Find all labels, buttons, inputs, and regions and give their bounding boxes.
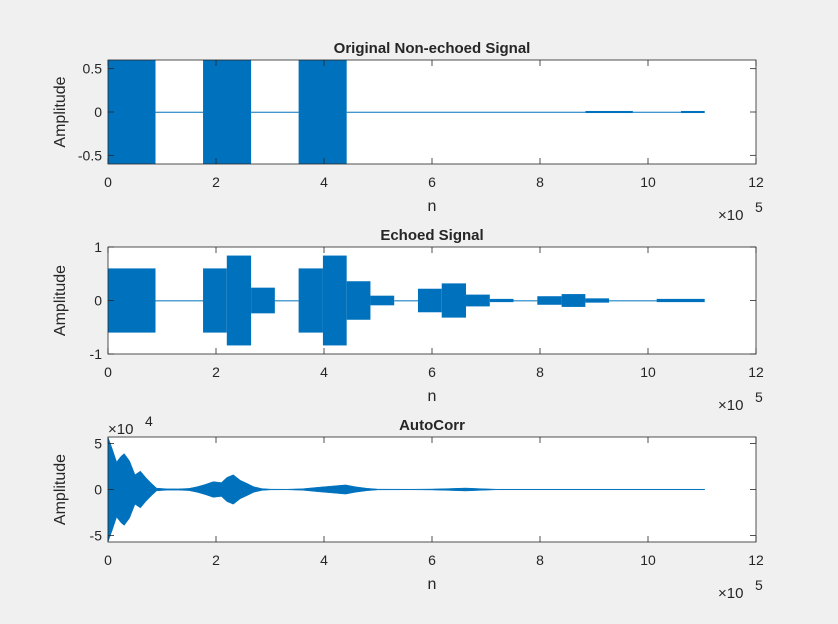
signal-segment-0 — [108, 268, 156, 333]
signal-segment-2 — [203, 60, 252, 164]
signal-segment-3 — [226, 255, 252, 346]
y-tick-label: 1 — [94, 239, 102, 255]
x-tick-label: 12 — [748, 174, 764, 190]
signal-segment-8 — [346, 281, 371, 320]
data-series — [108, 60, 705, 164]
y-tick-label: 0.5 — [83, 61, 103, 77]
x-tick-label: 12 — [748, 552, 764, 568]
x-tick-label: 2 — [212, 552, 220, 568]
signal-segment-9 — [370, 295, 395, 306]
signal-segment-0 — [108, 60, 156, 164]
chart-title: AutoCorr — [399, 417, 465, 434]
signal-segment-11 — [417, 288, 442, 313]
x-axis-label: n — [428, 576, 437, 593]
y-tick-label: 5 — [94, 435, 102, 451]
signal-segment-2 — [203, 268, 227, 333]
y-exponent-value: 4 — [145, 413, 153, 429]
signal-segment-1 — [155, 300, 204, 302]
signal-segment-19 — [609, 300, 657, 302]
data-series — [107, 436, 705, 543]
signal-segment-5 — [274, 300, 299, 302]
y-exponent-label: ×10 — [108, 421, 133, 438]
signal-segment-4 — [298, 60, 347, 164]
signal-segment-17 — [561, 294, 586, 307]
y-tick-label: -5 — [90, 528, 103, 544]
x-tick-label: 0 — [104, 364, 112, 380]
signal-segment-13 — [466, 294, 490, 307]
y-tick-label: 0 — [94, 104, 102, 120]
x-tick-label: 2 — [212, 174, 220, 190]
x-tick-label: 6 — [428, 364, 436, 380]
x-tick-label: 2 — [212, 364, 220, 380]
signal-segment-4 — [251, 287, 275, 314]
autocorr-envelope — [107, 436, 705, 543]
x-axis-label: n — [428, 198, 437, 215]
x-tick-label: 12 — [748, 364, 764, 380]
signal-segment-6 — [585, 110, 633, 114]
x-exponent-value: 5 — [755, 577, 763, 593]
chart-title: Echoed Signal — [380, 227, 483, 244]
signal-segment-8 — [680, 110, 705, 114]
signal-segment-14 — [489, 298, 514, 303]
x-tick-label: 0 — [104, 174, 112, 190]
signal-segment-5 — [346, 111, 586, 113]
signal-segment-18 — [585, 298, 610, 303]
x-tick-label: 4 — [320, 552, 328, 568]
x-exponent-label: ×10 — [718, 207, 743, 224]
signal-segment-1 — [155, 111, 204, 113]
signal-segment-12 — [441, 283, 467, 318]
y-axis-label: Amplitude — [52, 265, 69, 336]
x-tick-label: 10 — [640, 552, 656, 568]
x-tick-label: 4 — [320, 174, 328, 190]
signal-segment-6 — [298, 268, 323, 333]
y-axis-label: Amplitude — [52, 76, 69, 147]
x-tick-label: 6 — [428, 552, 436, 568]
y-tick-label: -0.5 — [78, 147, 102, 163]
data-series — [108, 255, 705, 346]
x-exponent-label: ×10 — [718, 397, 743, 414]
y-tick-label: -1 — [90, 346, 103, 362]
x-tick-label: 8 — [536, 174, 544, 190]
x-tick-label: 8 — [536, 552, 544, 568]
y-tick-label: 0 — [94, 482, 102, 498]
signal-segment-7 — [322, 255, 347, 346]
chart-title: Original Non-echoed Signal — [334, 40, 531, 57]
x-exponent-value: 5 — [755, 389, 763, 405]
x-tick-label: 6 — [428, 174, 436, 190]
x-tick-label: 4 — [320, 364, 328, 380]
y-axis-label: Amplitude — [52, 454, 69, 525]
x-tick-label: 10 — [640, 174, 656, 190]
x-exponent-value: 5 — [755, 199, 763, 215]
y-tick-label: 0 — [94, 293, 102, 309]
signal-segment-10 — [394, 300, 418, 302]
x-tick-label: 10 — [640, 364, 656, 380]
x-axis-label: n — [428, 388, 437, 405]
x-tick-label: 0 — [104, 552, 112, 568]
signal-segment-7 — [632, 111, 681, 113]
signal-segment-20 — [656, 298, 705, 303]
signal-segment-3 — [251, 111, 299, 113]
signal-segment-16 — [537, 296, 562, 305]
x-exponent-label: ×10 — [718, 585, 743, 602]
signal-segment-15 — [513, 300, 538, 302]
x-tick-label: 8 — [536, 364, 544, 380]
